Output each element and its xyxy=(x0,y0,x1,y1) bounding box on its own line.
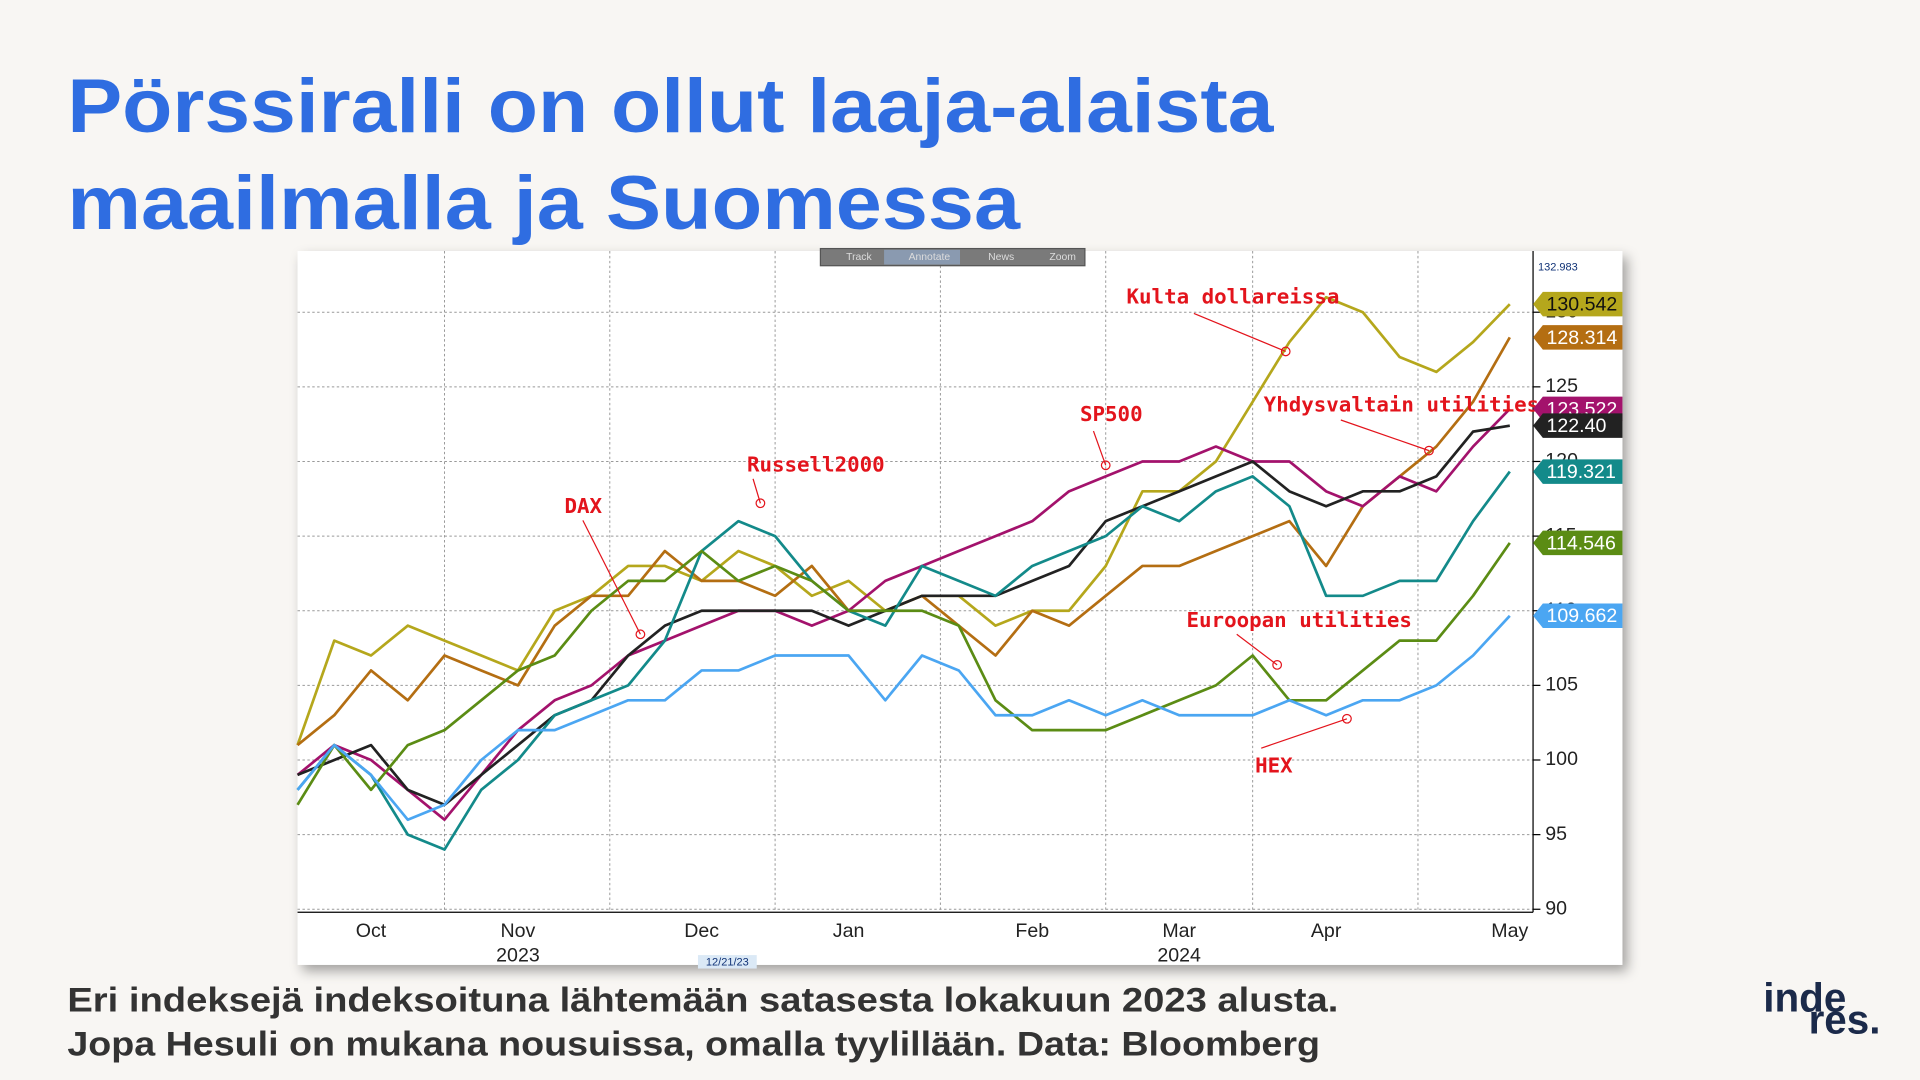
logo: res. xyxy=(1809,996,1881,1042)
annotation-dot xyxy=(1342,713,1352,724)
toolbar-active xyxy=(884,249,960,265)
x-tick-label: Dec xyxy=(684,920,719,942)
y-tick-label: 100 xyxy=(1545,748,1578,770)
annotation-leader xyxy=(1340,419,1430,452)
chart-frame xyxy=(297,251,1623,965)
annotation: Kulta dollareissa xyxy=(1127,285,1340,309)
x-tick-label: Oct xyxy=(356,920,387,942)
annotation: SP500 xyxy=(1080,402,1143,426)
annotation: DAX xyxy=(564,494,602,518)
y-tick-label: 125 xyxy=(1545,375,1578,397)
value-tag-label: 122.40 xyxy=(1547,415,1607,437)
x-tick-label: Apr xyxy=(1311,920,1342,942)
title: Pörssiralli on ollut laaja-alaista xyxy=(67,64,1274,149)
series-line xyxy=(297,424,1511,807)
annotation-leader xyxy=(1261,718,1348,749)
annotation-leader xyxy=(582,520,641,635)
toolbar-button: Annotate xyxy=(909,252,951,263)
y-tick-label: 90 xyxy=(1545,897,1567,919)
series-line xyxy=(296,470,1511,851)
value-tag xyxy=(1533,603,1623,629)
series-line xyxy=(296,542,1511,806)
logo: inde xyxy=(1763,974,1846,1020)
value-tag-label: 128.314 xyxy=(1547,327,1618,349)
annotation-leader xyxy=(1092,430,1107,466)
annotation-dot xyxy=(1100,460,1111,471)
annotation: Russell2000 xyxy=(747,452,885,476)
series-line xyxy=(296,614,1511,822)
x-tick-label: Mar xyxy=(1162,920,1196,942)
cursor-date: 12/21/23 xyxy=(706,956,749,968)
annotation-dot xyxy=(635,629,646,640)
annotation-leader xyxy=(1193,312,1286,352)
annotation: HEX xyxy=(1255,754,1293,778)
toolbar-button: Track xyxy=(846,252,872,263)
x-year-label: 2024 xyxy=(1157,944,1201,966)
value-tag-label: 114.546 xyxy=(1547,532,1616,554)
value-tag xyxy=(1533,325,1623,350)
y-tick-label: 105 xyxy=(1545,674,1578,696)
x-tick-label: May xyxy=(1491,920,1528,942)
caption: Eri indeksejä indeksoituna lähtemään sat… xyxy=(67,981,1338,1019)
annotation-dot xyxy=(1280,346,1291,357)
series-line xyxy=(296,407,1511,822)
x-tick-label: Jan xyxy=(833,920,865,942)
value-tag xyxy=(1533,530,1623,556)
value-tag-label: 130.542 xyxy=(1547,294,1618,316)
toolbar-button: Zoom xyxy=(1049,252,1076,263)
chart: 9095100105110115120125130OctNov2023DecJa… xyxy=(296,247,1623,969)
toolbar-button: News xyxy=(988,252,1014,263)
cursor-date-bg xyxy=(697,955,757,969)
annotation-dot xyxy=(1272,660,1283,670)
value-tag xyxy=(1533,459,1623,484)
annotation: Euroopan utilities xyxy=(1187,608,1412,632)
value-tag xyxy=(1533,413,1623,438)
x-tick-label: Nov xyxy=(501,920,536,942)
annotation-dot xyxy=(755,498,766,509)
annotation-leader xyxy=(1236,633,1278,666)
value-tag-label: 109.662 xyxy=(1547,605,1618,627)
annotation-dot xyxy=(1424,445,1434,456)
value-tag-label: 119.321 xyxy=(1547,461,1616,483)
title: maailmalla ja Suomessa xyxy=(67,161,1021,246)
y-tick-label: 95 xyxy=(1545,823,1567,845)
crosshair-value: 132.983 xyxy=(1538,262,1578,274)
x-year-label: 2023 xyxy=(496,944,540,966)
x-tick-label: Feb xyxy=(1015,920,1049,942)
caption: Jopa Hesuli on mukana nousuissa, omalla … xyxy=(67,1026,1320,1064)
annotation: Yhdysvaltain utilities xyxy=(1264,392,1539,416)
value-tag xyxy=(1533,291,1623,317)
